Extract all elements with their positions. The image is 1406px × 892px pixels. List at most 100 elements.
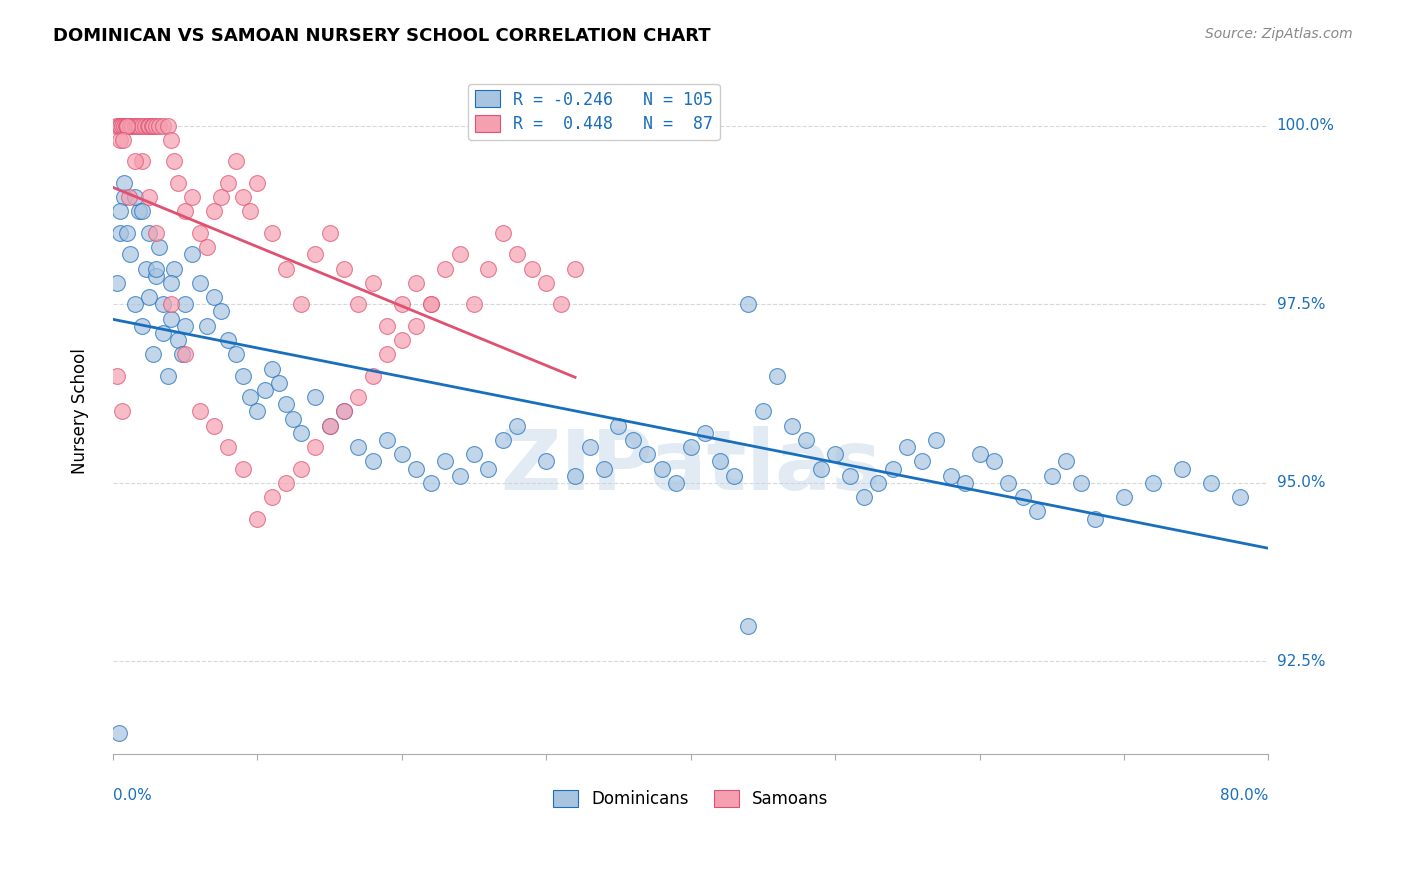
Point [375,318,398,333]
Point [124,190,146,204]
Point [127,119,149,133]
Point [217,440,239,454]
Point [723,468,745,483]
Point [152,119,174,133]
Point [209,304,232,318]
Point [232,368,254,383]
Point [128,204,150,219]
Point [135,261,157,276]
Point [318,226,340,240]
Point [138,226,160,240]
Point [138,119,160,133]
Point [104,119,127,133]
Point [550,297,572,311]
Point [276,261,298,276]
Point [156,368,179,383]
Point [181,247,204,261]
Point [780,418,803,433]
Point [391,333,413,347]
Point [107,119,129,133]
Point [737,618,759,632]
Point [347,297,370,311]
Point [463,297,485,311]
Point [128,119,150,133]
Point [651,461,673,475]
Point [217,176,239,190]
Point [304,247,326,261]
Point [304,440,326,454]
Point [145,268,167,283]
Point [347,390,370,404]
Point [1026,504,1049,518]
Point [202,418,225,433]
Point [118,190,141,204]
Point [107,726,129,740]
Point [564,468,586,483]
Point [318,418,340,433]
Point [449,247,471,261]
Point [375,347,398,361]
Point [506,247,529,261]
Point [361,276,384,290]
Point [1012,490,1035,504]
Point [124,297,146,311]
Point [333,404,356,418]
Point [925,433,948,447]
Point [276,475,298,490]
Point [911,454,934,468]
Point [145,226,167,240]
Point [318,418,340,433]
Point [121,119,143,133]
Point [896,440,918,454]
Point [737,297,759,311]
Point [463,447,485,461]
Point [405,461,427,475]
Point [983,454,1005,468]
Point [260,226,283,240]
Point [1054,454,1077,468]
Point [162,261,184,276]
Text: 100.0%: 100.0% [1277,118,1334,133]
Point [174,297,197,311]
Point [156,119,179,133]
Point [939,468,962,483]
Text: 80.0%: 80.0% [1220,789,1268,804]
Point [108,204,131,219]
Point [253,383,276,397]
Y-axis label: Nursery School: Nursery School [72,349,89,475]
Point [108,226,131,240]
Point [1070,475,1092,490]
Point [117,119,139,133]
Point [665,475,688,490]
Point [838,468,860,483]
Point [260,490,283,504]
Point [246,176,269,190]
Point [564,261,586,276]
Point [824,447,846,461]
Point [131,154,153,169]
Point [110,119,132,133]
Point [693,425,716,440]
Point [636,447,658,461]
Point [434,454,457,468]
Point [752,404,775,418]
Point [174,318,197,333]
Point [145,261,167,276]
Point [882,461,904,475]
Point [148,240,170,254]
Point [1171,461,1194,475]
Point [578,440,600,454]
Point [1040,468,1063,483]
Point [449,468,471,483]
Point [162,154,184,169]
Point [188,226,211,240]
Point [112,176,135,190]
Point [361,454,384,468]
Point [391,447,413,461]
Point [172,347,194,361]
Point [166,176,188,190]
Point [290,297,312,311]
Point [492,433,515,447]
Point [477,461,499,475]
Point [290,425,312,440]
